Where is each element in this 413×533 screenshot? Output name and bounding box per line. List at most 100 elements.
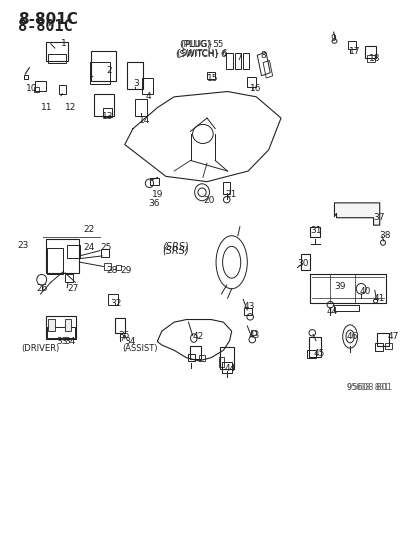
Text: 47: 47 [387, 332, 399, 341]
Bar [334, 305, 358, 311]
Bar [35, 82, 45, 91]
Bar [366, 55, 374, 62]
Text: 11: 11 [40, 103, 52, 112]
Text: 8-801C: 8-801C [18, 12, 78, 27]
Text: (SWITCH) 6: (SWITCH) 6 [176, 50, 226, 59]
Text: 23: 23 [18, 241, 29, 250]
Bar [94, 94, 114, 116]
Bar [24, 75, 28, 79]
Bar [48, 319, 55, 330]
Bar [45, 317, 76, 338]
Text: 8-801C: 8-801C [18, 19, 72, 34]
Text: 20: 20 [202, 196, 214, 205]
Text: 18: 18 [368, 54, 380, 62]
Text: (SRS): (SRS) [161, 246, 188, 256]
Bar [374, 343, 382, 351]
Text: 4: 4 [145, 92, 151, 101]
Text: 34: 34 [123, 337, 135, 346]
Bar [127, 62, 142, 89]
Bar [65, 274, 73, 282]
Bar [141, 78, 153, 94]
Bar [256, 52, 270, 76]
Text: 7: 7 [235, 53, 241, 62]
Bar [90, 62, 110, 84]
Bar [187, 354, 195, 361]
Text: (DRIVER): (DRIVER) [21, 344, 59, 353]
Bar [234, 53, 240, 69]
Bar [376, 333, 388, 346]
Text: 19: 19 [151, 190, 163, 199]
Bar [104, 263, 111, 270]
Bar [64, 319, 71, 330]
Text: 26: 26 [36, 284, 47, 293]
Text: 17: 17 [348, 47, 359, 56]
Bar [250, 330, 255, 335]
Text: 95608 801: 95608 801 [346, 383, 387, 392]
Bar [47, 327, 75, 338]
Text: 44: 44 [325, 307, 337, 316]
Bar [101, 249, 109, 257]
Text: 95608 801: 95608 801 [346, 383, 391, 392]
Text: 37: 37 [373, 213, 384, 222]
Text: 44: 44 [224, 364, 235, 373]
Text: 40: 40 [358, 287, 370, 296]
Text: 45: 45 [313, 350, 325, 359]
Bar [108, 294, 118, 305]
Bar [135, 99, 147, 116]
Text: {SWITCH} 6: {SWITCH} 6 [176, 48, 227, 57]
Text: 1: 1 [61, 39, 66, 49]
Bar [103, 109, 112, 117]
Text: 42: 42 [192, 332, 203, 341]
Text: 13: 13 [102, 112, 113, 122]
Text: 28: 28 [106, 266, 117, 275]
Bar [48, 54, 65, 63]
Bar [219, 346, 233, 369]
Text: 36: 36 [148, 199, 160, 208]
Polygon shape [334, 203, 379, 225]
Bar [242, 53, 249, 69]
Bar [244, 308, 251, 316]
Text: 38: 38 [379, 231, 390, 240]
Bar [189, 346, 201, 359]
Text: 27: 27 [67, 284, 78, 293]
Text: 25: 25 [100, 244, 111, 253]
Bar [347, 41, 355, 49]
Text: 30: 30 [297, 260, 308, 268]
Bar [34, 87, 39, 92]
Text: 9: 9 [330, 34, 335, 43]
Bar [385, 343, 391, 349]
Text: 43: 43 [243, 302, 255, 311]
Bar [47, 248, 63, 274]
Bar [115, 265, 121, 270]
Text: 21: 21 [225, 190, 236, 199]
Bar [46, 239, 78, 273]
Bar [309, 227, 319, 237]
Text: {PLUG}  5: {PLUG} 5 [180, 39, 223, 49]
Bar [221, 362, 231, 373]
Bar [91, 52, 115, 80]
Bar [364, 46, 375, 58]
Text: 39: 39 [334, 282, 345, 291]
Bar [262, 60, 272, 78]
Bar [206, 72, 215, 79]
Text: 43: 43 [247, 331, 259, 340]
Bar [114, 318, 125, 333]
Text: 14: 14 [139, 116, 150, 125]
Bar [150, 178, 159, 185]
Text: 24: 24 [83, 244, 95, 253]
Bar [246, 77, 255, 87]
Text: 22: 22 [83, 225, 95, 234]
Text: 46: 46 [346, 332, 357, 341]
Text: 3: 3 [133, 79, 138, 88]
Text: 32: 32 [110, 299, 121, 308]
Text: 33: 33 [56, 337, 67, 346]
Bar [67, 245, 79, 259]
Text: 29: 29 [120, 266, 132, 275]
Text: 31: 31 [309, 226, 320, 235]
Bar [300, 254, 309, 270]
Bar [45, 43, 68, 61]
Text: 10: 10 [26, 84, 38, 93]
Text: 12: 12 [65, 103, 76, 112]
Bar [218, 357, 223, 367]
Text: 41: 41 [373, 294, 384, 303]
